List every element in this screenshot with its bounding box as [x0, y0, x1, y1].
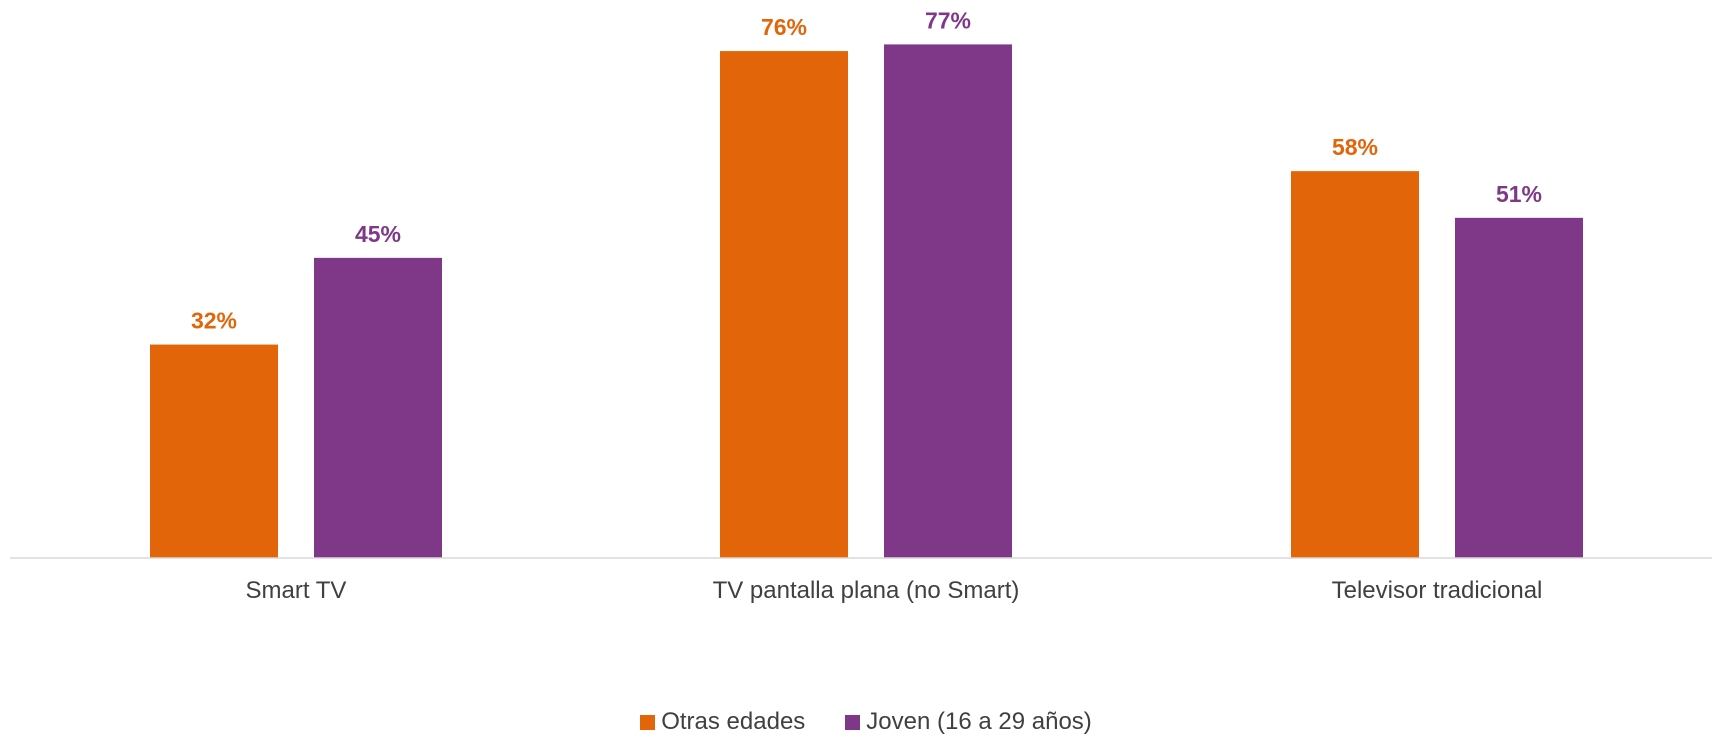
bar-otras-edades-0 [150, 344, 278, 558]
bars-group [150, 44, 1583, 559]
bar-otras-edades-1 [720, 51, 848, 559]
legend-item-otras-edades: Otras edades [640, 708, 805, 736]
data-label-otras-edades-0: 32% [191, 308, 237, 334]
legend-item-joven: Joven (16 a 29 años) [845, 708, 1092, 736]
data-labels-group: 32% 45% 76% 77% 58% 51% [191, 7, 1542, 333]
legend: Otras edades Joven (16 a 29 años) [10, 708, 1712, 736]
data-label-joven-2: 51% [1496, 181, 1542, 207]
data-label-otras-edades-1: 76% [761, 14, 807, 40]
legend-swatch-otras-edades [640, 714, 656, 730]
data-label-joven-1: 77% [925, 7, 971, 33]
category-label-2: Televisor tradicional [1332, 577, 1543, 604]
legend-label-otras-edades: Otras edades [661, 708, 806, 735]
legend-swatch-joven [845, 714, 861, 730]
category-label-1: TV pantalla plana (no Smart) [713, 577, 1020, 604]
legend-label-joven: Joven (16 a 29 años) [866, 708, 1092, 735]
data-label-joven-0: 45% [355, 221, 401, 247]
bar-joven-1 [884, 44, 1012, 559]
bar-joven-0 [314, 257, 442, 558]
bar-otras-edades-2 [1291, 171, 1419, 558]
data-label-otras-edades-2: 58% [1332, 134, 1378, 160]
category-labels-group: Smart TV TV pantalla plana (no Smart) Tele… [246, 577, 1543, 604]
category-label-0: Smart TV [246, 577, 347, 604]
bar-joven-2 [1455, 217, 1583, 558]
